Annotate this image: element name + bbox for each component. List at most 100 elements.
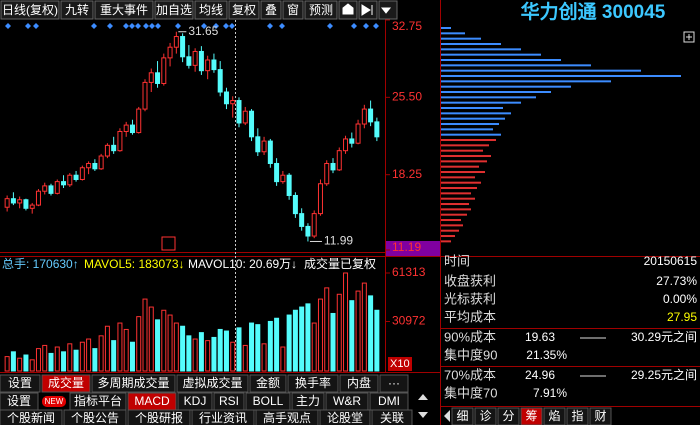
event-marker[interactable] bbox=[33, 23, 39, 29]
toolbar-button[interactable] bbox=[282, 0, 304, 20]
tab[interactable] bbox=[63, 409, 127, 425]
event-marker[interactable] bbox=[155, 23, 161, 29]
volume-bar bbox=[255, 324, 261, 372]
tab[interactable] bbox=[249, 374, 287, 393]
toolbar-button[interactable] bbox=[60, 0, 94, 20]
tab[interactable] bbox=[319, 409, 371, 425]
tab-label: NEW bbox=[45, 397, 64, 406]
event-marker[interactable] bbox=[351, 23, 357, 29]
candle-body bbox=[186, 56, 192, 66]
candle-body bbox=[86, 162, 92, 169]
candle-body bbox=[4, 198, 10, 208]
event-marker[interactable] bbox=[5, 23, 11, 29]
tab[interactable] bbox=[371, 409, 413, 425]
expand-icon[interactable] bbox=[683, 31, 695, 43]
tab[interactable] bbox=[41, 374, 91, 393]
event-marker[interactable] bbox=[229, 23, 235, 29]
event-marker[interactable] bbox=[175, 23, 181, 29]
tab-label: 指标平台 bbox=[74, 393, 122, 408]
tab[interactable] bbox=[0, 409, 63, 425]
volume-bar bbox=[117, 322, 123, 372]
side-tab[interactable] bbox=[451, 407, 474, 425]
side-tab[interactable] bbox=[589, 407, 612, 425]
tab-label: 个股公告 bbox=[71, 411, 119, 425]
volume-bar bbox=[230, 341, 236, 372]
event-marker[interactable] bbox=[123, 23, 129, 29]
event-marker[interactable] bbox=[201, 23, 207, 29]
tab[interactable] bbox=[255, 409, 319, 425]
toolbar-label: 重大事件 bbox=[100, 3, 148, 17]
toolbar-button[interactable] bbox=[94, 0, 154, 20]
toolbar-button[interactable] bbox=[304, 0, 338, 20]
toolbar-button[interactable] bbox=[194, 0, 228, 20]
candle-body bbox=[61, 181, 67, 186]
tab[interactable] bbox=[287, 374, 339, 393]
candle-body bbox=[217, 69, 223, 93]
event-marker[interactable] bbox=[25, 23, 31, 29]
info-value: 30.29元之间 bbox=[631, 330, 697, 344]
side-tab[interactable] bbox=[520, 407, 543, 425]
event-marker[interactable] bbox=[373, 23, 379, 29]
scroll-up[interactable] bbox=[418, 394, 428, 400]
event-marker[interactable] bbox=[327, 23, 333, 29]
y-tick-label: 11.19 bbox=[392, 240, 421, 254]
event-marker[interactable] bbox=[107, 23, 113, 29]
chip-bar bbox=[441, 59, 561, 62]
event-marker[interactable] bbox=[223, 23, 229, 29]
side-tab[interactable] bbox=[474, 407, 497, 425]
multiplier-bg bbox=[388, 357, 412, 371]
event-marker[interactable] bbox=[267, 23, 273, 29]
chip-bar bbox=[441, 128, 493, 131]
tab[interactable] bbox=[379, 374, 409, 393]
volume-bar bbox=[311, 322, 317, 372]
volume-bar bbox=[48, 352, 54, 372]
event-marker[interactable] bbox=[279, 23, 285, 29]
side-tab-label: 指 bbox=[571, 408, 583, 423]
tab[interactable] bbox=[127, 409, 191, 425]
tab[interactable] bbox=[339, 374, 379, 393]
toolbar-button[interactable] bbox=[0, 0, 60, 20]
toolbar-button[interactable] bbox=[228, 0, 260, 20]
volume-legend: MAVOL5: 183073↓ bbox=[84, 257, 185, 271]
event-marker[interactable] bbox=[91, 23, 97, 29]
chip-bar bbox=[441, 107, 503, 110]
volume-bar bbox=[167, 314, 173, 372]
volume-bar bbox=[98, 335, 104, 372]
tab[interactable] bbox=[0, 374, 41, 393]
volume-bar bbox=[111, 340, 117, 372]
candle-body bbox=[292, 194, 298, 215]
side-tab[interactable] bbox=[497, 407, 520, 425]
chip-bar bbox=[441, 96, 536, 99]
event-marker[interactable] bbox=[213, 23, 219, 29]
info-value: 27.73% bbox=[656, 274, 697, 288]
info-label: 70%成本 bbox=[444, 367, 496, 382]
event-marker[interactable] bbox=[135, 23, 141, 29]
chip-bar bbox=[441, 219, 461, 222]
toolbar-button[interactable] bbox=[260, 0, 282, 20]
side-tab[interactable] bbox=[543, 407, 566, 425]
side-tab[interactable] bbox=[566, 407, 589, 425]
candle-body bbox=[242, 110, 248, 124]
toolbar-icon bbox=[342, 3, 354, 15]
candle-body bbox=[111, 144, 117, 152]
event-marker[interactable] bbox=[129, 23, 135, 29]
event-marker[interactable] bbox=[363, 23, 369, 29]
event-marker[interactable] bbox=[143, 23, 149, 29]
chip-bar bbox=[441, 112, 511, 115]
tab[interactable] bbox=[191, 409, 255, 425]
tab-label: 内盘 bbox=[347, 375, 371, 390]
side-tab-arrow[interactable] bbox=[444, 410, 450, 422]
chip-bar bbox=[441, 123, 499, 126]
tab[interactable] bbox=[91, 374, 176, 393]
candle-body bbox=[17, 199, 23, 204]
event-marker[interactable] bbox=[149, 23, 155, 29]
info-label: 光标获利 bbox=[444, 291, 496, 306]
tab[interactable] bbox=[176, 374, 249, 393]
volume-bar bbox=[23, 354, 29, 372]
candle-body bbox=[249, 110, 255, 138]
chip-bar bbox=[441, 229, 459, 232]
toolbar-button[interactable] bbox=[154, 0, 194, 20]
scroll-down[interactable] bbox=[418, 412, 428, 418]
